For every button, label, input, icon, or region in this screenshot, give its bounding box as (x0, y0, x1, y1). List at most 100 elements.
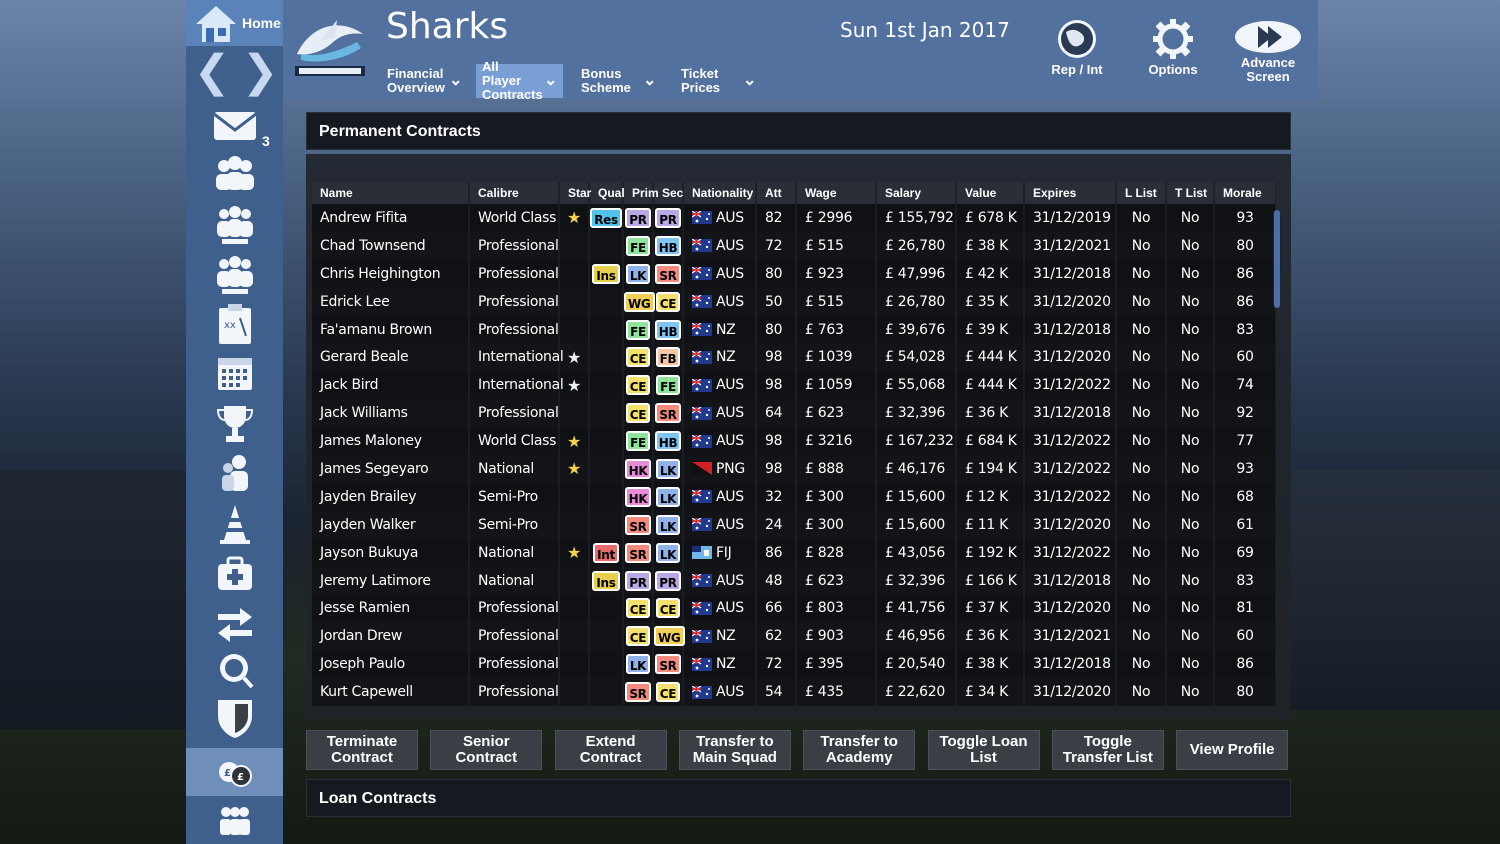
cell-att: 64 (756, 399, 797, 428)
cell-att: 82 (756, 204, 797, 232)
calendar-icon[interactable] (186, 350, 283, 398)
table-row[interactable]: Chris Heighington Professional Ins LK SR AUS 8… (312, 259, 1276, 288)
table-row[interactable]: Jack Bird International ★ CE FE AUS 98 £ 1059 £ … (312, 371, 1276, 400)
toggle-transfer-list-button[interactable]: Toggle Transfer List (1051, 730, 1164, 770)
table-row[interactable]: Andrew Fifita World Class ★ Res PR PR AUS 82 £ 2… (312, 204, 1276, 232)
flag-icon (692, 657, 712, 671)
primary-position-badge: CE (625, 375, 651, 396)
table-row[interactable]: Jayson Bukuya National ★ Int SR LK FIJ 86 £ 828 £… (312, 538, 1276, 567)
cell-llist: No (1116, 482, 1167, 511)
table-row[interactable]: Jeremy Latimore National Ins PR PR AUS 48 £ 623… (312, 566, 1276, 595)
tab-bonus-scheme[interactable]: Bonus Scheme ⌄ (575, 64, 662, 98)
column-header[interactable]: Salary (876, 182, 957, 204)
cell-nat: AUS (683, 204, 757, 232)
column-header[interactable]: Wage (796, 182, 877, 204)
transfer-to-main-squad-button[interactable]: Transfer to Main Squad (678, 730, 791, 770)
tab-all-player-contracts[interactable]: All Player Contracts ⌄ (476, 60, 564, 102)
alliance-icon[interactable] (186, 250, 283, 298)
column-header[interactable]: T List (1166, 182, 1215, 204)
options-button[interactable]: Options (1128, 18, 1218, 77)
cell-star (559, 482, 590, 511)
cell-name: Fa'amanu Brown (312, 315, 470, 344)
table-row[interactable]: James Segeyaro National ★ HK LK PNG 98 £ 888 £ 4… (312, 455, 1276, 483)
column-header[interactable]: Name (312, 182, 470, 204)
table-row[interactable]: Jordan Drew Professional CE WG NZ 62 £ 903 £ 46… (312, 622, 1276, 651)
table-row[interactable]: Jayden Walker Semi-Pro SR LK AUS 24 £ 300 £ 15,… (312, 510, 1276, 539)
people-icon[interactable] (186, 798, 283, 844)
home-button[interactable]: Home (186, 0, 283, 46)
cell-morale: 83 (1214, 566, 1276, 595)
cell-calibre: Professional (469, 650, 560, 679)
transfers-icon[interactable] (186, 598, 283, 646)
cell-morale: 92 (1214, 399, 1276, 428)
cell-prim: PR (623, 566, 654, 595)
column-header[interactable]: Calibre (469, 182, 560, 204)
table-row[interactable]: Fa'amanu Brown Professional FE HB NZ 80 £ 763 £… (312, 315, 1276, 344)
medical-icon[interactable] (186, 550, 283, 598)
toggle-loan-list-button[interactable]: Toggle Loan List (927, 730, 1040, 770)
squad-icon[interactable] (186, 150, 283, 198)
rep-int-button[interactable]: Rep / Int (1032, 18, 1122, 77)
forward-arrow-icon[interactable]: ❯ (241, 47, 279, 96)
back-arrow-icon[interactable]: ❮ (193, 47, 231, 96)
cell-name: Jack Williams (312, 399, 470, 428)
secondary-position-badge: SR (655, 654, 681, 675)
cell-qual: Ins (589, 259, 624, 288)
table-row[interactable]: Jesse Ramien Professional CE CE AUS 66 £ 803 £ … (312, 594, 1276, 623)
nationality-code: FIJ (716, 544, 732, 561)
column-header[interactable]: Star (559, 182, 591, 204)
cell-expires: 31/12/2021 (1024, 622, 1117, 651)
column-header[interactable]: Nationality (683, 182, 757, 204)
column-header[interactable]: Prim (623, 182, 659, 204)
table-row[interactable]: Gerard Beale International ★ CE FB NZ 98 £ 1039… (312, 343, 1276, 372)
column-header[interactable]: Value (956, 182, 1025, 204)
cell-prim: SR (623, 510, 654, 539)
trophy-icon[interactable] (186, 400, 283, 448)
finance-icon[interactable]: £ £ (186, 748, 283, 796)
cell-salary: £ 47,996 (876, 259, 957, 288)
cell-salary: £ 32,396 (876, 566, 957, 595)
advance-screen-button[interactable]: Advance Screen (1223, 20, 1313, 84)
table-row[interactable]: Joseph Paulo Professional LK SR NZ 72 £ 395 £ 2… (312, 650, 1276, 679)
column-header[interactable]: Qual (589, 182, 625, 204)
training-cone-icon[interactable] (186, 500, 283, 548)
scouting-icon[interactable] (186, 646, 283, 694)
column-header[interactable]: Att (756, 182, 797, 204)
column-header[interactable]: L List (1116, 182, 1167, 204)
column-header[interactable]: Expires (1024, 182, 1117, 204)
senior-contract-button[interactable]: Senior Contract (430, 730, 543, 770)
terminate-contract-button[interactable]: Terminate Contract (306, 730, 418, 770)
table-row[interactable]: Jayden Brailey Semi-Pro HK LK AUS 32 £ 300 £ 15… (312, 482, 1276, 511)
tab-ticket-prices[interactable]: Ticket Prices ⌄ (675, 64, 762, 98)
column-header[interactable]: Sec (653, 182, 684, 204)
options-label: Options (1148, 62, 1198, 77)
tactics-icon[interactable]: xx (186, 300, 283, 348)
column-header[interactable]: Morale (1214, 182, 1276, 204)
cell-prim: CE (623, 622, 654, 651)
cell-prim: SR (623, 538, 654, 567)
table-row[interactable]: Jack Williams Professional CE SR AUS 64 £ 623 £… (312, 399, 1276, 428)
view-profile-button[interactable]: View Profile (1176, 730, 1289, 770)
mail-icon[interactable] (186, 102, 283, 150)
cell-tlist: No (1166, 594, 1215, 623)
transfer-to-academy-button[interactable]: Transfer to Academy (803, 730, 916, 770)
tab-bonus-scheme-label: Bonus Scheme (581, 66, 631, 95)
flag-icon (692, 601, 712, 615)
flag-icon (692, 685, 712, 699)
tab-financial-overview[interactable]: Financial Overview ⌄ (381, 64, 468, 98)
table-row[interactable]: Chad Townsend Professional FE HB AUS 72 £ 515 £… (312, 231, 1276, 260)
academy-icon[interactable] (186, 200, 283, 248)
staff-icon[interactable] (186, 450, 283, 498)
cell-sec: LK (653, 538, 684, 567)
table-row[interactable]: Edrick Lee Professional WG CE AUS 50 £ 515 £ 26… (312, 287, 1276, 316)
club-name: Sharks (386, 6, 509, 47)
club-shield-icon[interactable] (186, 694, 283, 742)
table-scrollbar[interactable] (1273, 210, 1281, 308)
scrollbar-thumb[interactable] (1274, 210, 1280, 308)
table-row[interactable]: James Maloney World Class ★ FE HB AUS 98 £ 3216… (312, 427, 1276, 456)
primary-position-badge: SR (625, 682, 651, 703)
table-row[interactable]: Kurt Capewell Professional SR CE AUS 54 £ 435 £… (312, 678, 1276, 707)
cell-name: Gerard Beale (312, 343, 470, 372)
cell-name: Jordan Drew (312, 622, 470, 651)
extend-contract-button[interactable]: Extend Contract (554, 730, 667, 770)
